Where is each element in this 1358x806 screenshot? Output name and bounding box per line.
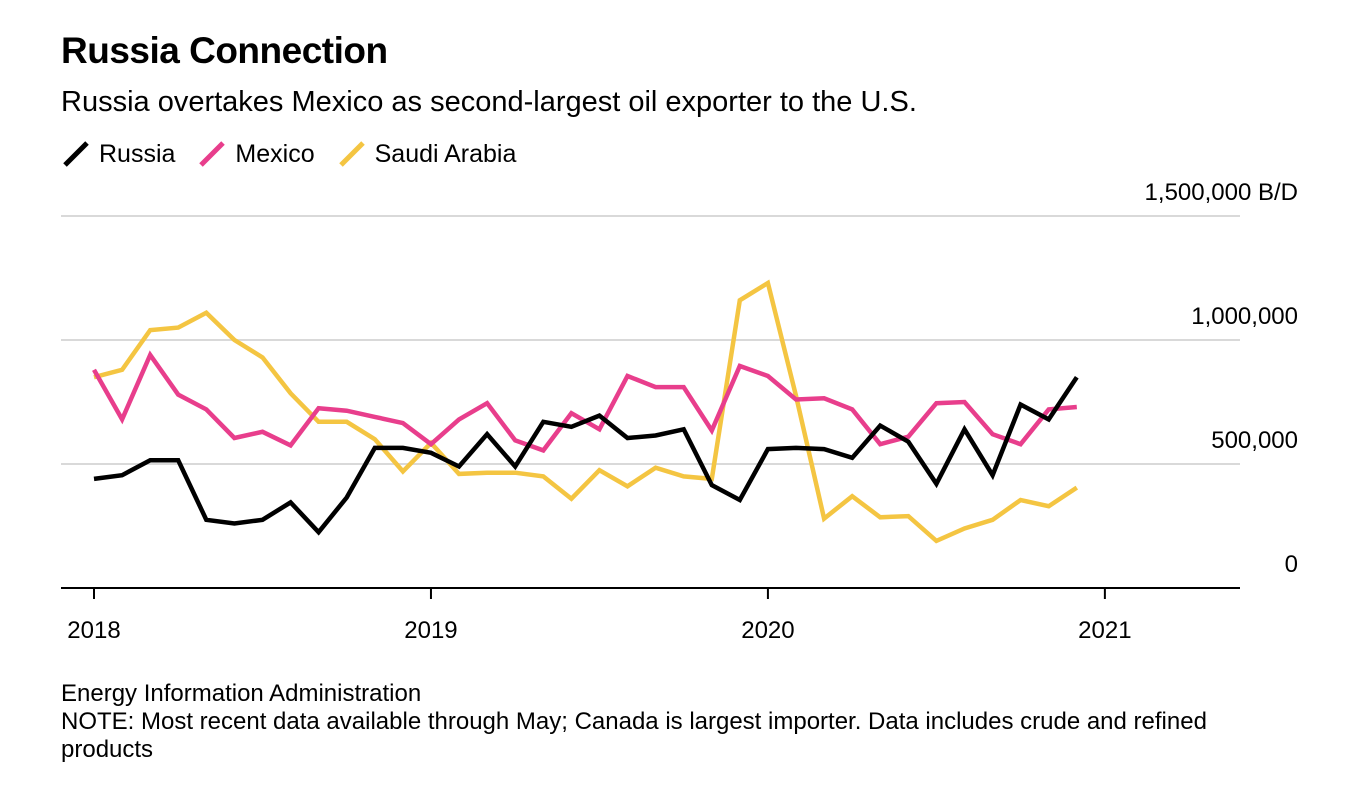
x-tick-label-2: 2020	[741, 617, 794, 644]
y-tick-label-1: 1,000,000	[1191, 303, 1298, 330]
chart-subtitle: Russia overtakes Mexico as second-larges…	[61, 86, 917, 118]
series-line-saudi-arabia	[93, 279, 1079, 544]
legend-item-saudi-arabia: Saudi Arabia	[337, 137, 517, 171]
x-tick-label-3: 2021	[1078, 617, 1131, 644]
y-tick-label-2: 500,000	[1211, 427, 1298, 454]
series-line-mexico	[92, 350, 1077, 454]
series-line-russia	[93, 375, 1079, 536]
legend-item-mexico: Mexico	[197, 137, 315, 171]
source-label: Energy Information Administration	[61, 680, 422, 707]
legend: Russia Mexico Saudi Arabia	[61, 137, 538, 171]
chart-title: Russia Connection	[61, 30, 388, 71]
legend-item-russia: Russia	[61, 137, 175, 171]
x-tick-label-0: 2018	[67, 617, 120, 644]
legend-label-saudi-arabia: Saudi Arabia	[374, 139, 517, 168]
note-text: NOTE: Most recent data available through…	[61, 708, 1207, 763]
gridlines	[61, 215, 1240, 465]
legend-label-russia: Russia	[99, 139, 176, 168]
legend-swatch-russia	[63, 141, 89, 167]
legend-label-mexico: Mexico	[235, 139, 315, 168]
x-axis: 2018 2019 2020 2021	[61, 587, 1240, 644]
y-tick-label-3: 0	[1285, 551, 1298, 578]
series-lines	[92, 279, 1079, 544]
y-tick-label-0: 1,500,000 B/D	[1145, 179, 1298, 206]
legend-swatch-mexico	[199, 141, 226, 167]
x-tick-label-1: 2019	[404, 617, 457, 644]
legend-swatch-saudi-arabia	[338, 141, 365, 167]
source-note: Energy Information Administration NOTE: …	[61, 680, 1291, 764]
y-axis-tick-labels: 1,500,000 B/D 1,000,000 500,000 0	[1145, 179, 1298, 578]
